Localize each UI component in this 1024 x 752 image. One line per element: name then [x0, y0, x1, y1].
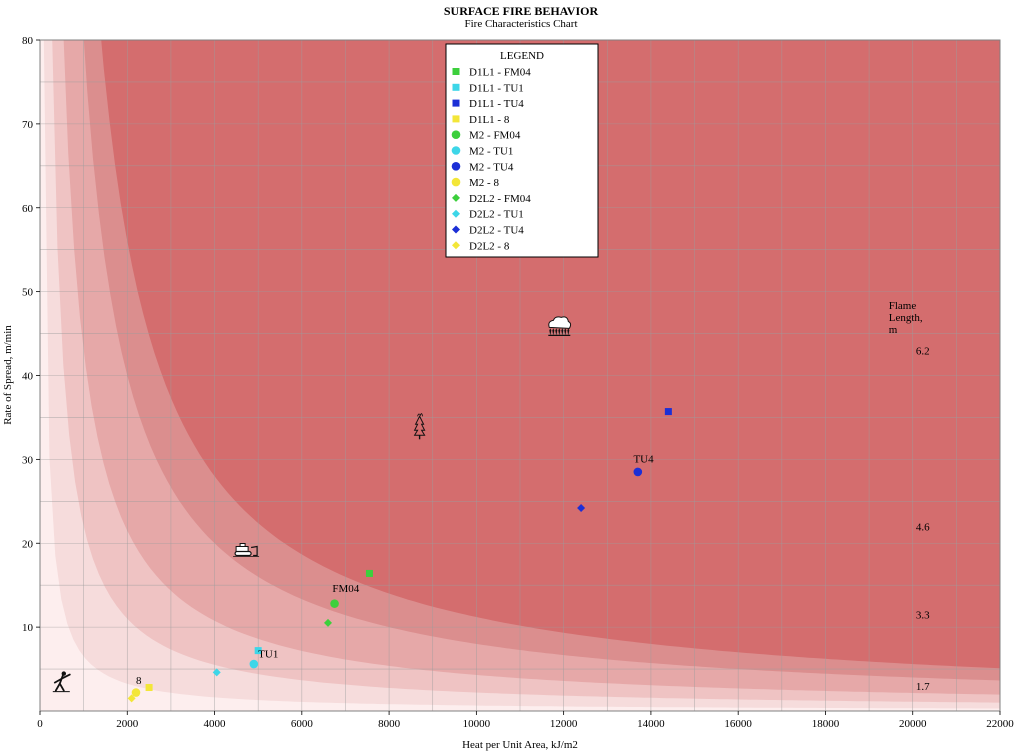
y-tick-label: 80 — [22, 35, 34, 47]
point-annotation: 8 — [136, 675, 142, 687]
legend-marker — [452, 209, 460, 218]
x-tick-label: 16000 — [724, 718, 752, 730]
legend-entry: D2L2 - 8 — [469, 240, 510, 252]
data-point — [212, 668, 221, 677]
point-annotations: FM04 TU1 TU4 8 — [136, 454, 654, 687]
chart-title: SURFACE FIRE BEHAVIOR — [444, 4, 599, 18]
legend-entry: D2L2 - TU1 — [469, 209, 524, 221]
legend-box — [445, 43, 599, 258]
flame-length-label: 3.3 — [916, 610, 930, 622]
x-tick-label: 2000 — [116, 718, 139, 730]
crown-fire-icon — [548, 316, 572, 336]
legend-entry: D2L2 - TU4 — [469, 225, 524, 237]
y-tick-label: 40 — [22, 371, 34, 383]
legend-marker — [451, 162, 461, 171]
y-tick-label: 50 — [22, 287, 34, 299]
point-annotation: TU4 — [633, 454, 654, 466]
x-tick-label: 14000 — [637, 718, 665, 730]
x-tick-label: 12000 — [550, 718, 578, 730]
legend-marker — [452, 225, 460, 234]
x-tick-label: 18000 — [812, 718, 840, 730]
legend: LEGEND D1L1 - FM04 D1L1 - TU1 D1L1 - TU4 D1… — [445, 43, 599, 258]
data-points — [127, 408, 672, 703]
data-point — [664, 408, 672, 416]
legend-entry: D1L1 - TU1 — [469, 82, 524, 94]
legend-entry: M2 - TU4 — [469, 161, 514, 173]
x-tick-label: 10000 — [463, 718, 491, 730]
x-tick-label: 6000 — [291, 718, 314, 730]
pictograms — [52, 316, 572, 693]
y-tick-label: 20 — [22, 538, 34, 550]
x-tick-label: 20000 — [899, 718, 927, 730]
legend-entry: M2 - 8 — [469, 177, 499, 189]
legend-marker — [452, 241, 460, 250]
point-annotation: TU1 — [258, 648, 278, 660]
y-tick-label: 60 — [22, 203, 34, 215]
flame-length-label: 4.6 — [916, 521, 930, 533]
legend-title: LEGEND — [500, 50, 544, 62]
axis-ticks: 0 2000 4000 6000 8000 10000 12000 14000 16000 180… — [22, 35, 1014, 730]
legend-marker — [451, 130, 461, 139]
legend-marker — [451, 146, 461, 155]
data-point — [330, 599, 339, 608]
legend-entry: M2 - TU1 — [469, 146, 513, 158]
flame-length-title-line: Flame — [889, 300, 917, 312]
band-5 — [101, 40, 1000, 669]
hand-crew-icon — [52, 671, 71, 693]
data-point — [324, 618, 332, 627]
data-point — [577, 504, 586, 513]
y-tick-label: 70 — [22, 119, 34, 131]
data-point — [145, 684, 153, 692]
flame-length-labels: 6.2 4.6 3.3 1.7 — [916, 345, 930, 693]
data-point — [127, 694, 136, 703]
data-point — [254, 647, 262, 655]
legend-marker — [452, 115, 460, 123]
x-tick-label: 4000 — [204, 718, 227, 730]
x-axis-label: Heat per Unit Area, kJ/m2 — [462, 739, 578, 751]
data-point — [365, 569, 373, 577]
y-axis-label: Rate of Spread, m/min — [2, 325, 14, 425]
legend-entry: D1L1 - TU4 — [469, 98, 524, 110]
point-annotation: FM04 — [332, 583, 359, 595]
flame-length-title-line: Length, — [889, 312, 923, 324]
legend-marker — [451, 177, 461, 187]
legend-marker — [452, 68, 460, 75]
legend-marker — [452, 99, 460, 107]
torching-tree-icon — [413, 413, 426, 440]
data-point — [131, 688, 141, 697]
data-point — [249, 659, 259, 669]
x-tick-label: 0 — [37, 718, 43, 730]
y-tick-label: 10 — [22, 622, 34, 634]
flame-length-title-line: m — [889, 324, 898, 336]
legend-entry: M2 - FM04 — [469, 130, 521, 142]
legend-marker — [452, 83, 460, 91]
dozer-icon — [233, 543, 260, 557]
legend-entry: D1L1 - FM04 — [469, 67, 531, 79]
flame-length-label: 1.7 — [916, 681, 930, 693]
legend-marker — [452, 193, 460, 202]
legend-entry: D2L2 - FM04 — [469, 193, 531, 205]
x-tick-label: 22000 — [986, 718, 1014, 730]
x-tick-label: 8000 — [378, 718, 401, 730]
y-tick-label: 30 — [22, 454, 34, 466]
flame-length-label: 6.2 — [916, 345, 930, 357]
legend-entry: D1L1 - 8 — [469, 114, 510, 126]
data-point — [633, 467, 643, 477]
chart-subtitle: Fire Characteristics Chart — [464, 18, 577, 30]
